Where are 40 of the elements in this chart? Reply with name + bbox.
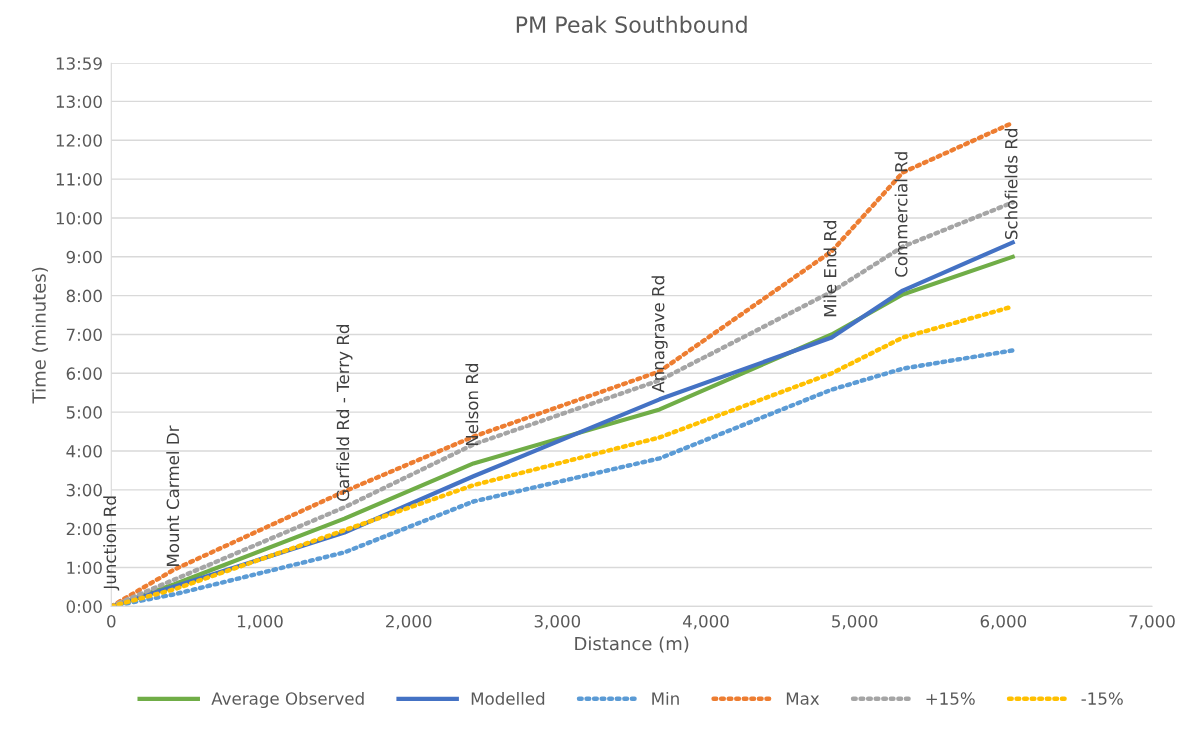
y-tick-label: 6:00 (66, 367, 102, 380)
x-tick-label: 7,000 (1129, 614, 1175, 630)
x-tick-label: 2,000 (386, 614, 432, 630)
annotation: Commercial Rd (894, 152, 908, 277)
y-tick-label: 11:00 (56, 173, 102, 186)
annotation: Garfield Rd - Terry Rd (336, 325, 353, 501)
x-axis-title: Distance (m) (575, 636, 689, 653)
y-tick-label: 8:00 (66, 289, 102, 303)
y-tick-label: 12:00 (56, 134, 102, 147)
x-tick-label: 3,000 (534, 614, 581, 630)
x-tick-label: 4,000 (682, 614, 729, 630)
y-tick-label: 1:00 (67, 561, 102, 575)
y-tick-label: 0:00 (66, 600, 102, 613)
y-tick-label: 7:00 (66, 328, 102, 342)
legend-label: Modelled (471, 691, 545, 705)
y-tick-label: 5:00 (66, 406, 102, 419)
legend-label: +15% (926, 692, 975, 705)
x-tick-label: 0 (107, 614, 116, 628)
x-tick-label: 1,000 (237, 614, 283, 630)
annotation: Annagrave Rd (651, 276, 668, 393)
y-tick-label: 13:59 (56, 57, 102, 70)
legend-label: Min (652, 691, 679, 705)
annotation: Junction Rd (103, 496, 120, 591)
x-tick-label: 6,000 (980, 614, 1027, 630)
y-tick-label: 2:00 (66, 522, 102, 536)
legend-label: Max (786, 692, 820, 705)
y-tick-label: 4:00 (66, 444, 102, 458)
y-axis-title: Time (minutes) (31, 267, 48, 404)
chart-title: PM Peak Southbound (516, 15, 747, 33)
y-tick-label: 3:00 (66, 483, 102, 497)
annotation: Mount Carmel Dr (166, 425, 180, 566)
x-tick-label: 5,000 (832, 614, 878, 630)
annotation: Mile End Rd (823, 220, 837, 317)
legend-label: Average Observed (211, 691, 364, 709)
y-tick-label: 9:00 (66, 250, 102, 264)
annotation: Nelson Rd (465, 364, 479, 446)
y-tick-label: 13:00 (56, 95, 102, 108)
y-tick-label: 10:00 (56, 211, 102, 225)
annotation: Schofields Rd (1004, 129, 1018, 240)
legend-label: -15% (1081, 692, 1123, 705)
